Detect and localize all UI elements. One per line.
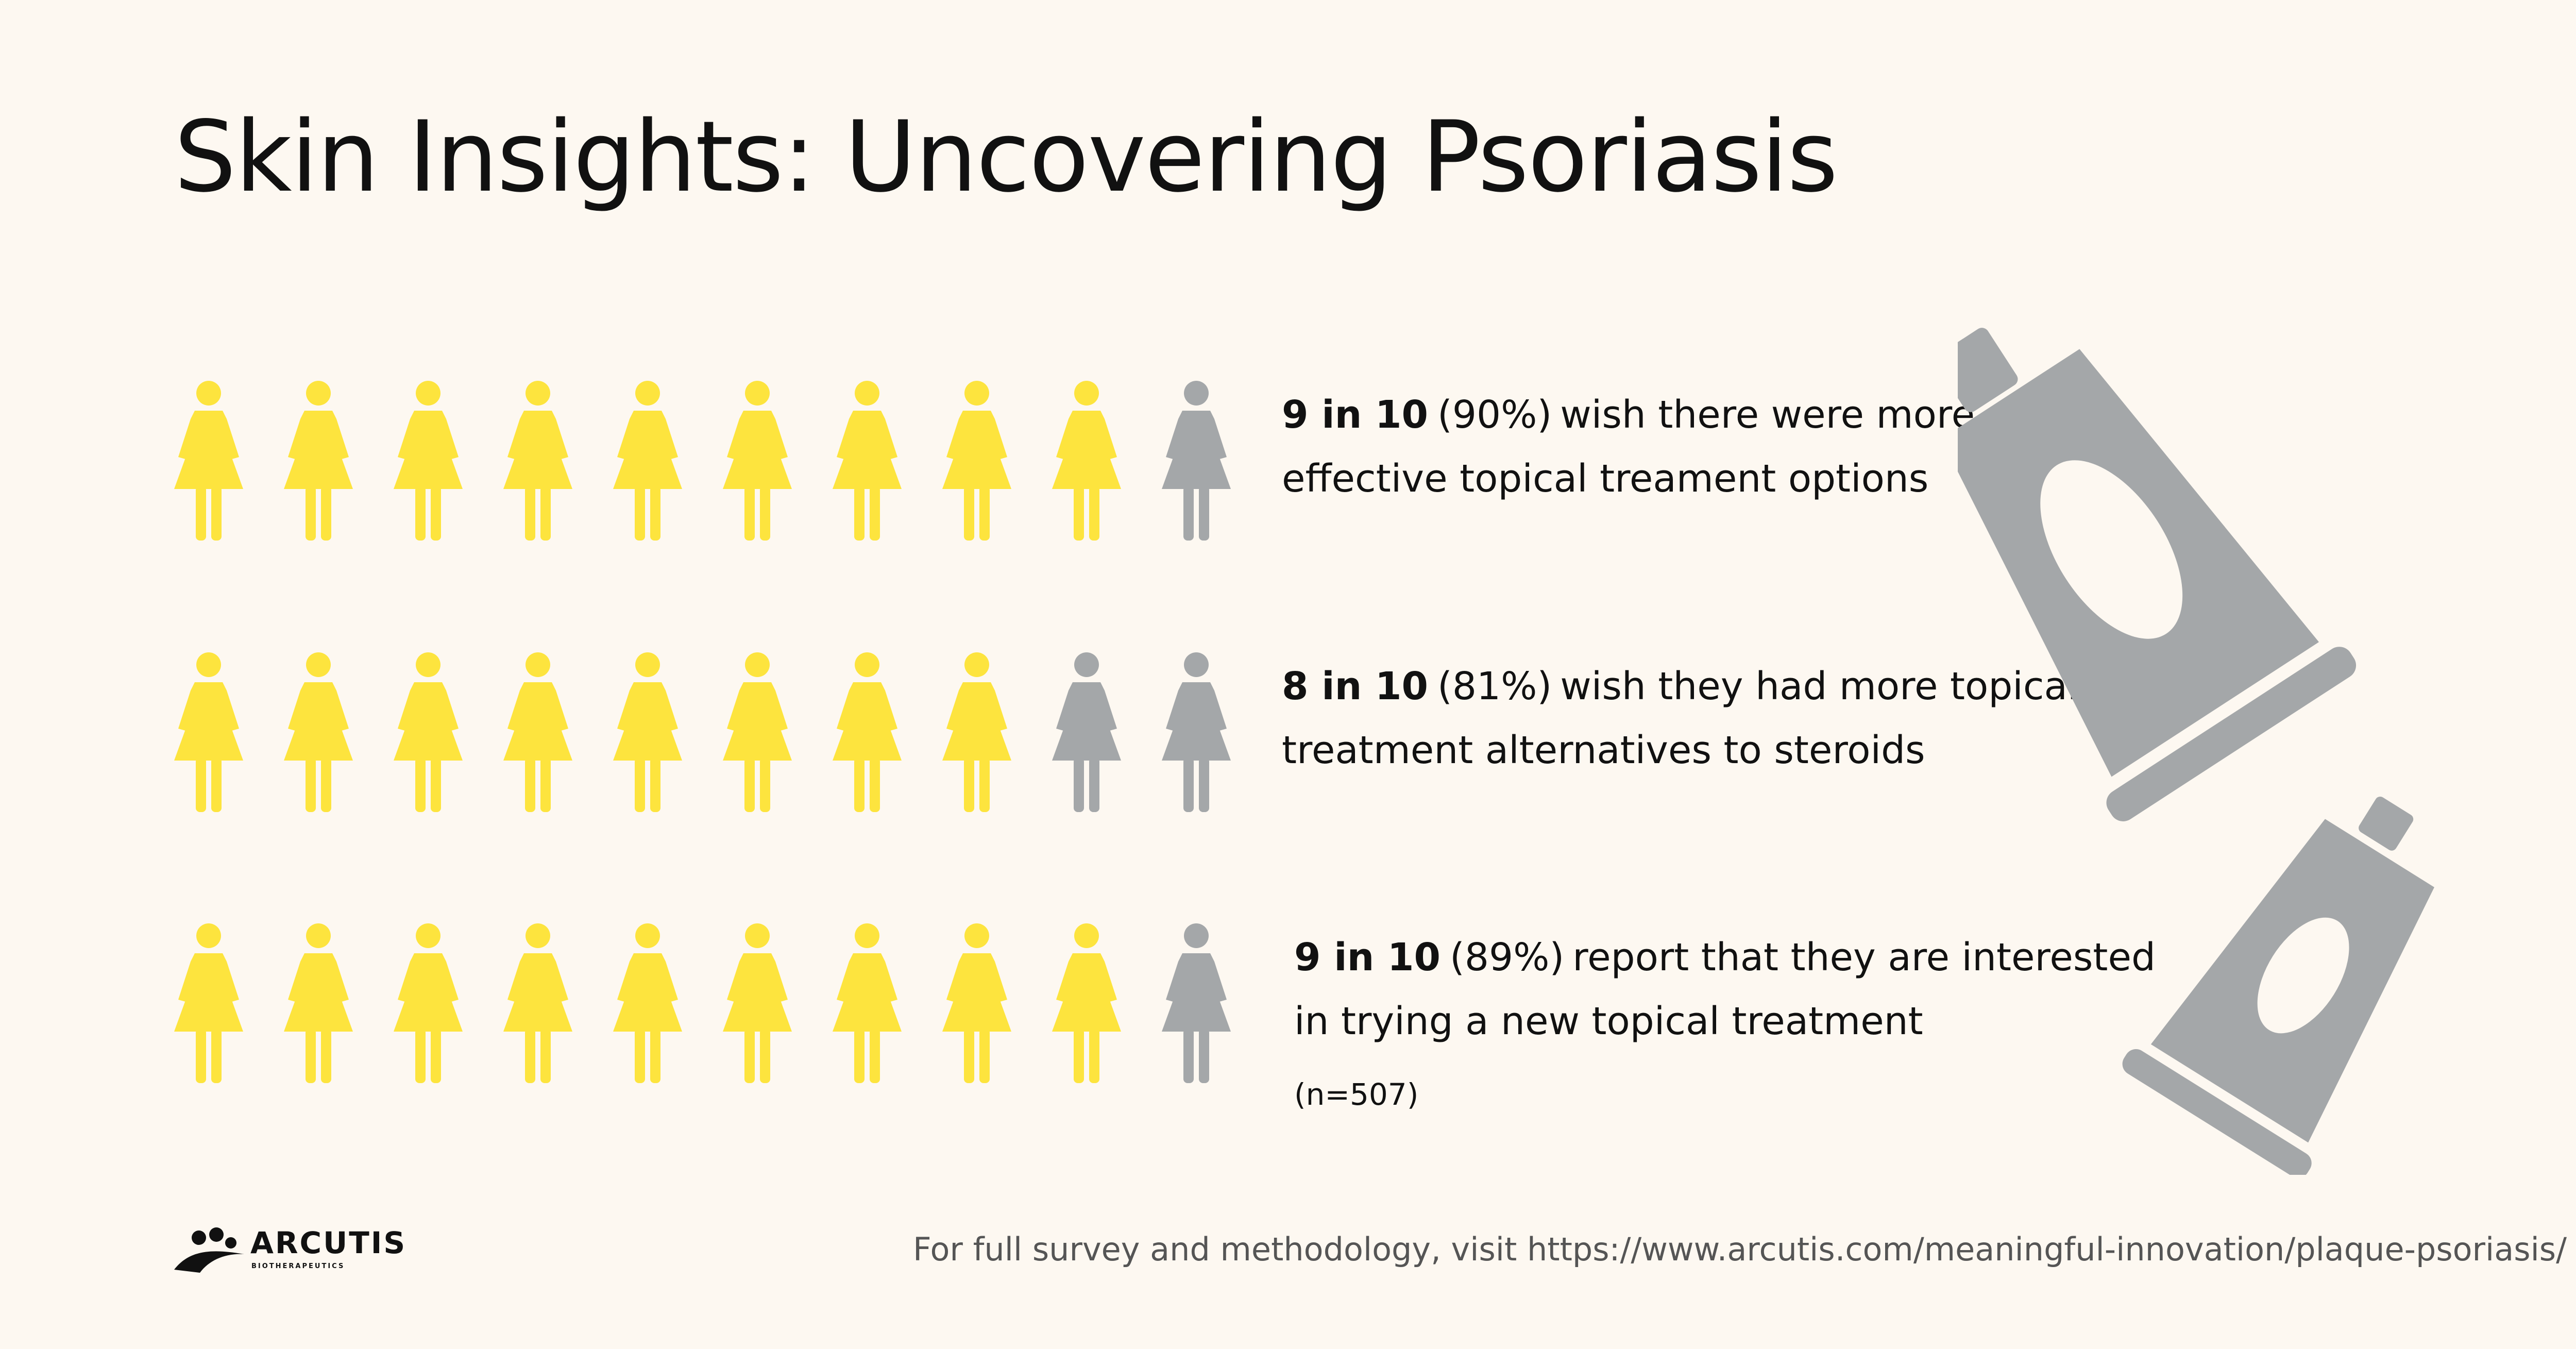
woman-icon bbox=[942, 923, 1011, 1083]
stat-line1-text: report that they are interested bbox=[1572, 935, 2156, 980]
person-figure-highlighted bbox=[170, 650, 247, 815]
stat-text: 9 in 10 (90%) wish there were more effecti… bbox=[1282, 383, 1975, 511]
person-figure-highlighted bbox=[1048, 921, 1125, 1086]
woman-icon bbox=[394, 923, 463, 1083]
woman-icon bbox=[1052, 381, 1121, 541]
logo-tagline: BIOTHERAPEUTICS bbox=[251, 1262, 345, 1270]
woman-icon bbox=[723, 652, 792, 812]
woman-icon bbox=[1162, 652, 1231, 812]
stat-line-1: 9 in 10 (90%) wish there were more bbox=[1282, 383, 1975, 447]
woman-icon bbox=[613, 381, 682, 541]
woman-icon bbox=[723, 923, 792, 1083]
person-figure-highlighted bbox=[609, 650, 686, 815]
people-icon bbox=[174, 1227, 244, 1273]
stat-percent: (89%) bbox=[1450, 935, 1565, 980]
woman-icon bbox=[503, 923, 572, 1083]
stat-text: 9 in 10 (89%) report that they are interes… bbox=[1294, 925, 2156, 1053]
ointment-tube-icon bbox=[1958, 328, 2357, 821]
person-figure-highlighted bbox=[389, 921, 467, 1086]
woman-icon bbox=[613, 923, 682, 1083]
footer-source-note: For full survey and methodology, visit h… bbox=[913, 1230, 2567, 1268]
stat-ratio: 9 in 10 bbox=[1282, 393, 1429, 437]
person-figure-muted bbox=[1158, 379, 1235, 544]
person-figure-highlighted bbox=[938, 921, 1015, 1086]
logo-wordmark: ARCUTIS bbox=[250, 1225, 407, 1260]
woman-icon bbox=[503, 652, 572, 812]
woman-icon bbox=[1162, 923, 1231, 1083]
person-figure-highlighted bbox=[389, 650, 467, 815]
person-figure-highlighted bbox=[1048, 379, 1125, 544]
stat-row: 9 in 10 (90%) wish there were more effecti… bbox=[170, 379, 2076, 544]
stat-percent: (81%) bbox=[1437, 664, 1552, 709]
stat-ratio: 8 in 10 bbox=[1282, 664, 1429, 709]
stat-line-1: 9 in 10 (89%) report that they are interes… bbox=[1294, 925, 2156, 989]
person-figure-highlighted bbox=[719, 921, 796, 1086]
woman-icon bbox=[833, 652, 902, 812]
stat-line-2: effective topical treament options bbox=[1282, 457, 1929, 501]
person-figure-highlighted bbox=[609, 921, 686, 1086]
stat-line-2: treatment alternatives to steroids bbox=[1282, 728, 1925, 772]
stat-line1-text: wish there were more bbox=[1560, 393, 1975, 437]
sample-size-note: (n=507) bbox=[1294, 1077, 1419, 1112]
person-figure-highlighted bbox=[280, 379, 357, 544]
person-figure-highlighted bbox=[499, 379, 577, 544]
person-figure-highlighted bbox=[719, 650, 796, 815]
stat-row: 9 in 10 (89%) report that they are interes… bbox=[170, 921, 2156, 1086]
stat-line-2: in trying a new topical treatment bbox=[1294, 999, 1923, 1043]
person-figure-highlighted bbox=[828, 650, 906, 815]
person-figure-highlighted bbox=[499, 921, 577, 1086]
woman-icon bbox=[942, 381, 1011, 541]
person-figure-highlighted bbox=[170, 379, 247, 544]
woman-icon bbox=[503, 381, 572, 541]
person-figure-muted bbox=[1158, 921, 1235, 1086]
person-figure-highlighted bbox=[280, 921, 357, 1086]
woman-icon bbox=[174, 652, 243, 812]
person-figure-muted bbox=[1158, 650, 1235, 815]
ointment-tube-icon bbox=[2122, 796, 2434, 1175]
person-figure-highlighted bbox=[938, 650, 1015, 815]
stat-percent: (90%) bbox=[1437, 393, 1552, 437]
woman-icon bbox=[284, 652, 353, 812]
person-figure-highlighted bbox=[170, 921, 247, 1086]
page-title: Skin Insights: Uncovering Psoriasis bbox=[174, 100, 1838, 214]
woman-icon bbox=[1052, 923, 1121, 1083]
woman-icon bbox=[942, 652, 1011, 812]
person-figure-highlighted bbox=[280, 650, 357, 815]
woman-icon bbox=[284, 923, 353, 1083]
person-figure-highlighted bbox=[938, 379, 1015, 544]
woman-icon bbox=[833, 923, 902, 1083]
ointment-tubes-illustration bbox=[1958, 328, 2434, 1175]
person-figure-highlighted bbox=[719, 379, 796, 544]
person-figure-highlighted bbox=[828, 921, 906, 1086]
person-figure-highlighted bbox=[499, 650, 577, 815]
stat-line-1: 8 in 10 (81%) wish they had more topical bbox=[1282, 654, 2078, 718]
woman-icon bbox=[613, 652, 682, 812]
woman-icon bbox=[284, 381, 353, 541]
stat-line1-text: wish they had more topical bbox=[1560, 664, 2078, 709]
person-figure-highlighted bbox=[828, 379, 906, 544]
woman-icon bbox=[723, 381, 792, 541]
arcutis-logo: ARCUTIS BIOTHERAPEUTICS bbox=[173, 1222, 405, 1284]
stat-ratio: 9 in 10 bbox=[1294, 935, 1441, 980]
person-figure-highlighted bbox=[609, 379, 686, 544]
woman-icon bbox=[174, 381, 243, 541]
person-figure-highlighted bbox=[389, 379, 467, 544]
stat-row: 8 in 10 (81%) wish they had more topical t… bbox=[170, 650, 2078, 815]
woman-icon bbox=[174, 923, 243, 1083]
woman-icon bbox=[394, 652, 463, 812]
woman-icon bbox=[833, 381, 902, 541]
person-figure-muted bbox=[1048, 650, 1125, 815]
woman-icon bbox=[1162, 381, 1231, 541]
woman-icon bbox=[1052, 652, 1121, 812]
woman-icon bbox=[394, 381, 463, 541]
stat-text: 8 in 10 (81%) wish they had more topical t… bbox=[1282, 654, 2078, 782]
